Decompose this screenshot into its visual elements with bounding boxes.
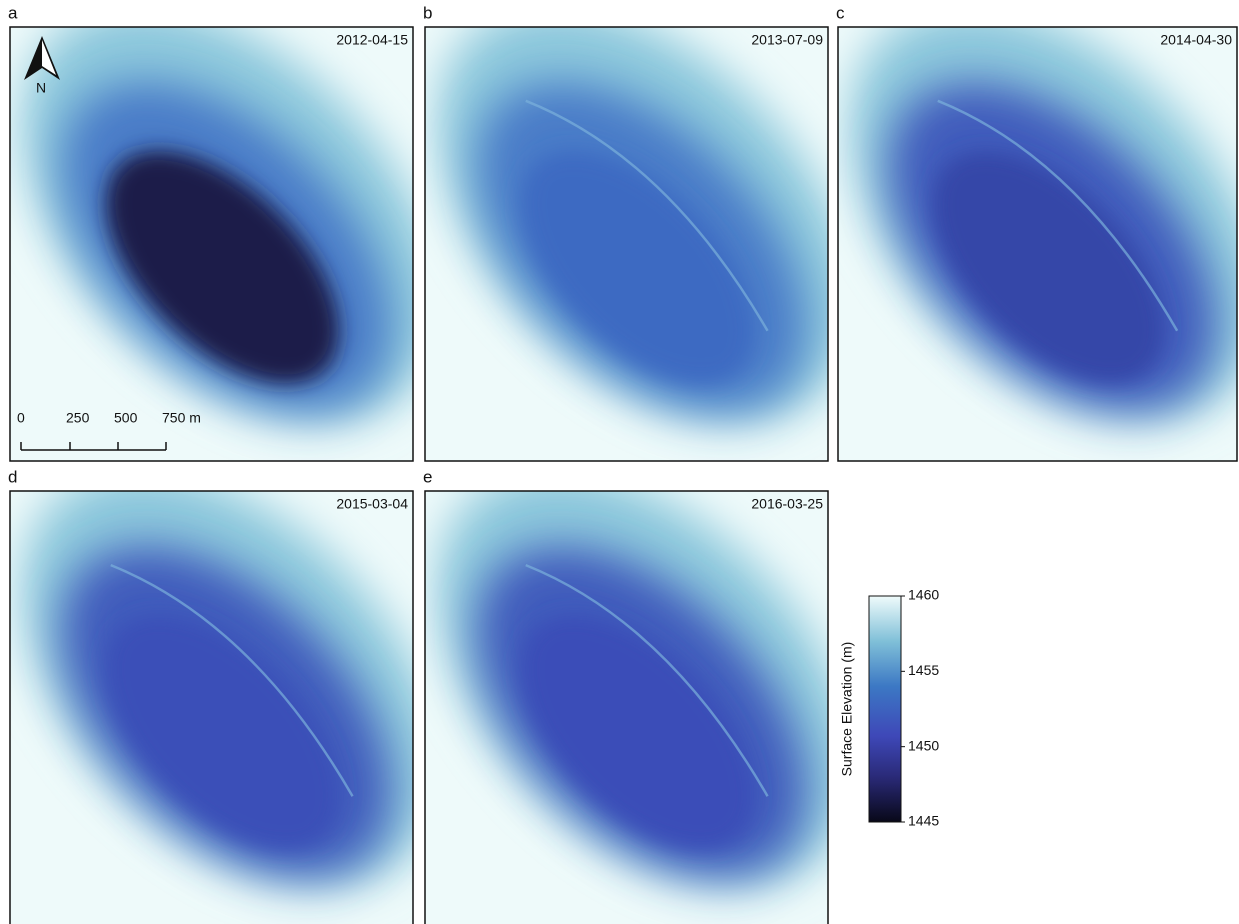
panel-date: 2013-07-09 [751,32,823,48]
colorbar-label: 1445 [908,813,939,829]
north-label: N [36,80,46,96]
scale-label: 750 m [162,410,201,426]
panel-date: 2012-04-15 [336,32,408,48]
panel-letter: c [836,3,845,22]
panel-letter: e [423,467,432,486]
colorbar [869,596,901,822]
panel-date: 2014-04-30 [1160,32,1232,48]
panel-letter: b [423,3,432,22]
panel-letter: d [8,467,17,486]
colorbar-label: 1460 [908,587,939,603]
colorbar-label: 1450 [908,737,939,753]
scale-label: 250 [66,410,90,426]
colorbar-title: Surface Elevation (m) [839,642,855,777]
figure: a 2012-04-15 b 2013-07-09 c 2014-04-30 d 2015-0… [0,0,1239,924]
panel-letter: a [8,3,18,22]
panel-date: 2016-03-25 [751,496,823,512]
scale-label: 0 [17,410,25,426]
panel-date: 2015-03-04 [336,496,408,512]
map-panel [771,0,1239,499]
scale-label: 500 [114,410,138,426]
colorbar-label: 1455 [908,662,939,678]
